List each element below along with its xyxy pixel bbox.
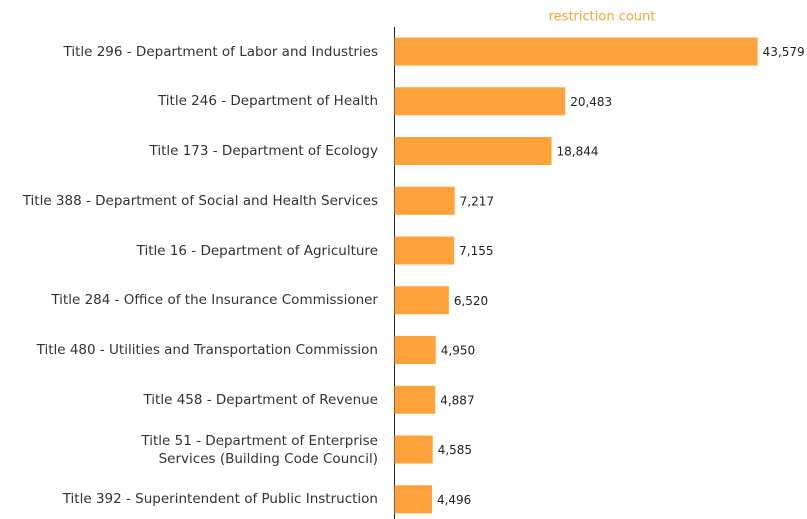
bar — [394, 385, 436, 414]
category-label: Title 392 - Superintendent of Public Ins… — [62, 491, 378, 508]
category-label: Title 458 - Department of Revenue — [143, 391, 378, 408]
category-label: Title 173 - Department of Ecology — [149, 143, 378, 159]
value-label: 20,483 — [570, 95, 612, 109]
bar — [394, 137, 552, 165]
bar — [394, 186, 455, 215]
value-label: 7,217 — [460, 194, 494, 208]
value-label: 6,520 — [454, 294, 488, 308]
bar — [394, 485, 432, 514]
value-label: 43,579 — [763, 45, 805, 59]
category-label: Title 51 - Department of Enterprise Serv… — [141, 432, 378, 467]
bar — [394, 236, 455, 265]
category-label: Title 296 - Department of Labor and Indu… — [63, 43, 378, 60]
category-label: Title 16 - Department of Agriculture — [136, 242, 378, 259]
value-label: 4,585 — [438, 443, 472, 457]
value-label: 7,155 — [459, 244, 493, 258]
category-label: Title 246 - Department of Health — [157, 93, 378, 110]
bar — [394, 286, 449, 315]
bar — [394, 37, 758, 66]
value-label: 4,496 — [437, 493, 471, 507]
value-label: 4,887 — [440, 393, 474, 407]
value-label: 18,844 — [557, 145, 599, 159]
category-label: Title 388 - Department of Social and Hea… — [22, 192, 378, 209]
category-label: Title 284 - Office of the Insurance Comm… — [51, 292, 378, 309]
axis-label: restriction count — [549, 10, 656, 25]
value-label: 4,950 — [441, 344, 475, 358]
bar — [394, 87, 566, 116]
bar — [394, 435, 433, 464]
category-label: Title 480 - Utilities and Transportation… — [36, 342, 378, 358]
bar — [394, 336, 436, 364]
